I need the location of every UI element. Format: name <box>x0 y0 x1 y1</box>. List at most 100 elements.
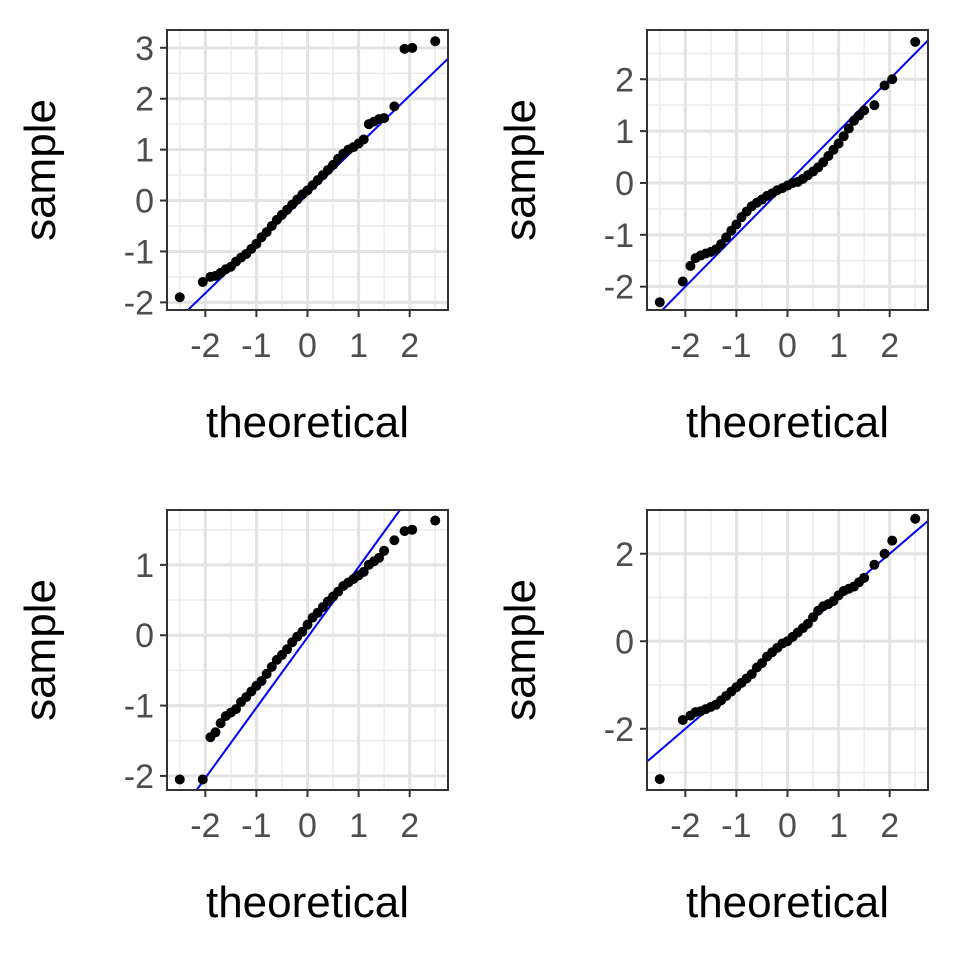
sample-points <box>654 36 921 308</box>
sample-point <box>379 113 390 124</box>
grid-lines <box>647 30 928 310</box>
y-tick-label: 1 <box>615 113 634 151</box>
y-tick-label: 2 <box>615 61 634 99</box>
sample-point <box>389 101 400 112</box>
x-tick-label: 0 <box>298 807 317 845</box>
x-axis-title: theoretical <box>206 878 409 927</box>
x-tick-label: -2 <box>190 327 220 365</box>
sample-points <box>654 513 921 785</box>
sample-point <box>910 36 921 47</box>
x-tick-label: 1 <box>349 807 368 845</box>
sample-point <box>859 572 870 583</box>
sample-point <box>197 774 208 785</box>
sample-point <box>174 774 185 785</box>
sample-point <box>838 131 849 142</box>
sample-point <box>399 526 410 537</box>
x-tick-label: 1 <box>829 327 848 365</box>
y-axis-title: sample <box>16 99 65 241</box>
x-tick-label: 0 <box>778 807 797 845</box>
y-tick-label: 0 <box>135 183 154 221</box>
sample-point <box>869 100 880 111</box>
sample-point <box>677 715 688 725</box>
x-tick-label: 0 <box>778 327 797 365</box>
x-tick-label: -2 <box>670 327 700 365</box>
sample-point <box>887 74 898 85</box>
x-tick-label: 1 <box>349 327 368 365</box>
sample-point <box>654 774 665 785</box>
y-tick-label: 0 <box>615 165 634 203</box>
y-tick-label: -1 <box>124 233 154 271</box>
y-tick-label: -2 <box>604 711 634 749</box>
sample-point <box>887 535 898 546</box>
sample-point <box>297 626 308 637</box>
sample-point <box>261 668 272 679</box>
y-tick-label: -1 <box>124 688 154 726</box>
sample-point <box>407 42 418 53</box>
x-axis-title: theoretical <box>686 878 889 927</box>
y-tick-label: 2 <box>135 81 154 119</box>
sample-point <box>910 513 921 524</box>
sample-point <box>869 559 880 570</box>
sample-point <box>197 277 208 287</box>
y-axis-title: sample <box>496 99 545 241</box>
sample-point <box>282 644 293 655</box>
sample-point <box>430 515 441 526</box>
sample-point <box>210 727 221 738</box>
y-tick-label: -1 <box>604 217 634 255</box>
sample-point <box>731 219 742 230</box>
sample-point <box>358 566 369 577</box>
sample-point <box>879 80 890 91</box>
x-tick-label: -1 <box>241 807 271 845</box>
y-tick-label: 3 <box>135 30 154 68</box>
x-axis-title: theoretical <box>686 398 889 447</box>
sample-point <box>302 619 313 630</box>
sample-point <box>389 535 400 546</box>
sample-point <box>833 138 844 149</box>
sample-point <box>430 36 441 47</box>
x-axis-title: theoretical <box>206 398 409 447</box>
x-tick-label: 2 <box>400 327 419 365</box>
y-tick-label: -2 <box>604 269 634 307</box>
sample-point <box>266 661 277 672</box>
grid-lines <box>167 30 448 310</box>
y-tick-label: -2 <box>124 758 154 796</box>
x-tick-label: -1 <box>721 327 751 365</box>
y-tick-label: -2 <box>124 284 154 322</box>
sample-point <box>374 552 385 563</box>
sample-points <box>174 36 441 303</box>
sample-point <box>859 105 870 116</box>
sample-point <box>654 297 665 308</box>
y-axis-title: sample <box>16 579 65 721</box>
sample-point <box>843 123 854 134</box>
y-tick-label: 1 <box>135 547 154 585</box>
sample-points <box>174 515 441 785</box>
sample-point <box>677 276 688 287</box>
x-tick-label: -1 <box>241 327 271 365</box>
y-tick-label: 0 <box>615 623 634 661</box>
y-tick-label: 0 <box>135 617 154 655</box>
sample-point <box>215 718 226 729</box>
y-tick-label: 1 <box>135 132 154 170</box>
y-tick-label: 2 <box>615 536 634 574</box>
y-axis-title: sample <box>496 579 545 721</box>
x-tick-label: 2 <box>400 807 419 845</box>
sample-point <box>358 134 369 145</box>
sample-point <box>407 524 418 535</box>
x-tick-label: 2 <box>880 807 899 845</box>
sample-point <box>379 545 390 556</box>
x-tick-label: -2 <box>670 807 700 845</box>
x-tick-label: -1 <box>721 807 751 845</box>
sample-point <box>256 675 267 686</box>
x-tick-label: -2 <box>190 807 220 845</box>
sample-point <box>230 704 241 715</box>
x-tick-label: 2 <box>880 327 899 365</box>
sample-point <box>399 43 410 54</box>
sample-point <box>174 292 185 303</box>
x-tick-label: 1 <box>829 807 848 845</box>
